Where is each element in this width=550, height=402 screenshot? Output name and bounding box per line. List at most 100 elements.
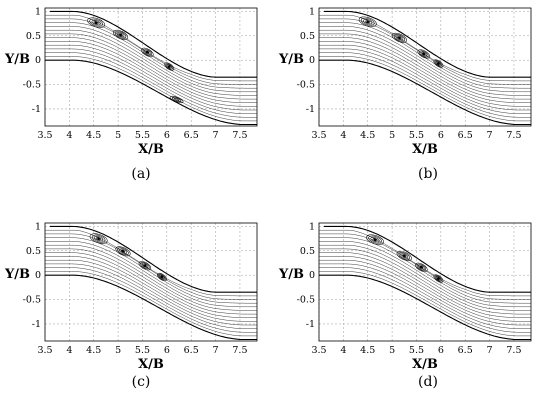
streamline <box>319 29 531 96</box>
streamline <box>319 256 531 322</box>
x-tick-label: 3.5 <box>311 345 326 356</box>
x-axis-label: X/B <box>138 357 164 372</box>
vortex-ring <box>420 51 428 57</box>
vortex-core <box>143 264 147 267</box>
y-tick-label: 1 <box>35 221 41 232</box>
recirculation-vortex <box>433 274 444 283</box>
streamline <box>45 44 257 111</box>
x-tick-label: 4.5 <box>86 130 101 141</box>
vortex-ring <box>433 274 444 283</box>
vortex-ring <box>417 49 430 59</box>
vortex-ring <box>89 233 108 244</box>
streamline <box>319 237 531 304</box>
x-tick-label: 5 <box>389 130 395 141</box>
vortex-ring <box>398 252 411 260</box>
streamline <box>319 241 531 308</box>
vortex-ring <box>159 274 165 280</box>
vortex-ring <box>433 59 444 68</box>
vortex-core <box>402 254 406 258</box>
y-tick-label: 0 <box>309 270 315 281</box>
streamline <box>319 259 531 326</box>
panel-b: 3.5 4 4.5 5 5.5 6 6.5 7 7.5 1 0.5 0 -0.5 -1 X/B Y/B (b) <box>278 6 532 182</box>
vortex-core <box>422 52 426 56</box>
vortex-ring <box>94 235 104 242</box>
x-tick-label: 5.5 <box>409 345 424 356</box>
vortex-ring <box>141 263 149 269</box>
vortex-ring <box>415 262 428 272</box>
vortex-ring <box>370 236 380 243</box>
streamline <box>319 267 531 333</box>
vortex-ring <box>157 272 167 282</box>
plot-frame <box>44 7 258 127</box>
vortex-ring <box>368 235 382 244</box>
x-tick-label: 6.5 <box>184 345 199 356</box>
y-tick-label: 0.5 <box>26 246 41 257</box>
x-tick-label: 7 <box>487 345 493 356</box>
panel-caption: (d) <box>418 374 438 390</box>
streamline <box>319 56 531 122</box>
streamline <box>319 37 531 103</box>
panel-a: 3.5 4 4.5 5 5.5 6 6.5 7 7.5 1 0.5 0 -0.5 -1 X/B Y/B (a) <box>4 6 258 182</box>
recirculation-vortex <box>417 49 430 59</box>
y-tick-label: 1 <box>35 6 41 17</box>
streamline <box>45 237 257 304</box>
vortex-ring <box>115 246 131 257</box>
streamline <box>319 52 531 118</box>
vortex-ring <box>138 261 152 271</box>
streamline <box>45 29 257 96</box>
y-axis-label: Y/B <box>278 52 304 67</box>
vortex-ring <box>393 34 406 42</box>
x-tick-label: 6.5 <box>458 345 473 356</box>
vortex-ring <box>91 234 106 243</box>
x-tick-label: 5 <box>389 345 395 356</box>
streamline <box>45 267 257 333</box>
vortex-ring <box>396 251 412 261</box>
vortex-ring <box>400 253 409 259</box>
vortex-ring <box>144 49 151 55</box>
streamline <box>45 263 257 329</box>
panel-caption: (c) <box>132 374 151 390</box>
recirculation-vortex <box>391 32 407 43</box>
x-tick-label: 6 <box>438 345 444 356</box>
vortex-ring <box>360 17 375 26</box>
x-tick-label: 5 <box>115 345 121 356</box>
y-tick-label: 1 <box>309 221 315 232</box>
vortex-ring <box>418 264 425 270</box>
vortex-core <box>160 275 164 279</box>
x-tick-label: 7.5 <box>506 345 521 356</box>
vortex-ring <box>416 263 427 271</box>
panel-d: 3.5 4 4.5 5 5.5 6 6.5 7 7.5 1 0.5 0 -0.5 -1 X/B Y/B (d) <box>278 221 532 390</box>
x-tick-label: 6.5 <box>184 130 199 141</box>
streamline <box>45 52 257 118</box>
streamline <box>319 271 531 337</box>
x-axis-label: X/B <box>412 357 438 372</box>
x-tick-label: 5 <box>115 130 121 141</box>
recirculation-vortex <box>141 47 154 57</box>
streamline <box>45 56 257 122</box>
vortex-ring <box>174 98 180 101</box>
x-tick-label: 7 <box>213 130 219 141</box>
y-tick-label: -0.5 <box>297 80 315 91</box>
vortex-ring <box>91 19 101 26</box>
y-tick-label: -1 <box>32 319 41 330</box>
vortex-core <box>167 65 171 68</box>
streamline <box>45 241 257 308</box>
streamline <box>45 252 257 318</box>
streamline <box>319 252 531 318</box>
x-tick-label: 7.5 <box>506 130 521 141</box>
streamline <box>319 41 531 107</box>
lower-wall <box>45 59 257 126</box>
vortex-ring <box>366 234 384 245</box>
x-tick-label: 4.5 <box>360 345 375 356</box>
y-tick-label: 0.5 <box>300 31 315 42</box>
x-tick-label: 6 <box>438 130 444 141</box>
recirculation-vortex <box>415 262 428 272</box>
x-tick-label: 4 <box>340 345 346 356</box>
streamline <box>319 33 531 100</box>
streamline <box>319 263 531 329</box>
vortex-core <box>437 277 440 280</box>
y-tick-label: -0.5 <box>23 295 41 306</box>
streamline <box>45 233 257 300</box>
vortex-ring <box>435 61 442 66</box>
